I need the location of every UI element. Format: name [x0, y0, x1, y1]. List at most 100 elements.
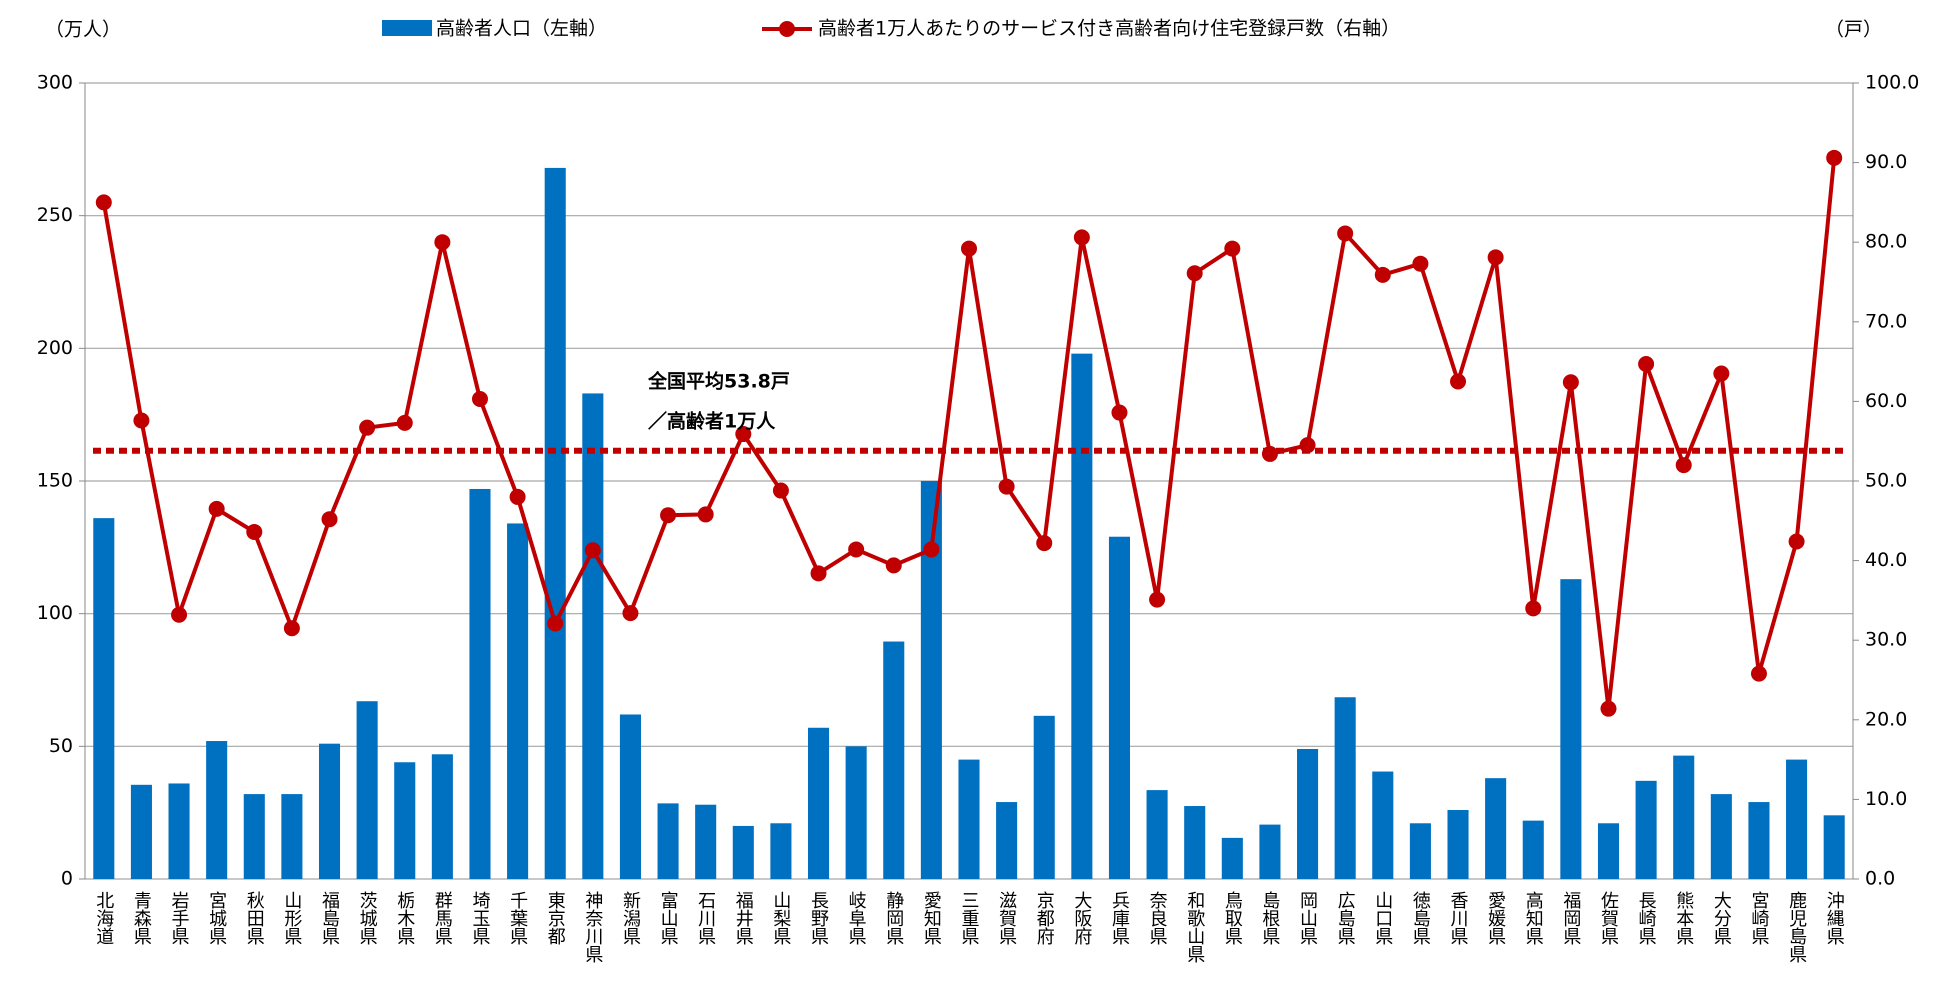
line-marker: [772, 482, 789, 499]
y2-tick-label: 70.0: [1865, 310, 1907, 332]
x-tick-label: 山口県: [1372, 891, 1393, 945]
x-tick-label: 岩手県: [169, 891, 190, 945]
y-axis-unit: （万人）: [45, 19, 121, 41]
x-tick-label: 長崎県: [1636, 891, 1657, 945]
bar: [1372, 771, 1394, 879]
line-marker: [1713, 365, 1730, 382]
line-marker: [95, 194, 112, 211]
bar: [695, 804, 717, 879]
legend-label: 高齢者1万人あたりのサービス付き高齢者向け住宅登録戸数（右軸）: [818, 18, 1400, 40]
bar: [168, 783, 190, 879]
bar: [845, 746, 867, 879]
line-marker: [923, 541, 940, 558]
line-marker: [547, 615, 564, 632]
bar: [1071, 353, 1093, 879]
legend-swatch: [382, 20, 432, 36]
line-marker: [998, 478, 1015, 495]
x-tick-label: 群馬県: [432, 891, 453, 945]
x-tick-label: 福岡県: [1560, 891, 1581, 945]
bar: [1522, 820, 1544, 879]
y2-tick-label: 50.0: [1865, 470, 1907, 492]
bar: [582, 393, 604, 879]
bar: [1334, 697, 1356, 879]
bar: [431, 754, 453, 879]
x-tick-label: 京都府: [1034, 891, 1055, 946]
y-tick-label: 250: [37, 204, 73, 226]
x-tick-label: 静岡県: [883, 891, 904, 945]
x-tick-label: 香川県: [1448, 891, 1469, 945]
line-marker: [1788, 533, 1805, 550]
bar: [1673, 755, 1695, 879]
x-tick-label: 埼玉県: [469, 891, 490, 945]
x-tick-label: 栃木県: [394, 891, 415, 945]
x-tick-label: 長野県: [808, 891, 829, 945]
line-marker: [1073, 229, 1090, 246]
x-tick-label: 鳥取県: [1222, 891, 1243, 945]
x-tick-label: 愛媛県: [1485, 891, 1506, 945]
line-marker: [848, 541, 865, 558]
x-tick-label: 神奈川県: [582, 891, 603, 963]
line-marker: [246, 523, 263, 540]
reference-label: 全国平均53.8戸: [647, 370, 790, 393]
y-tick-label: 150: [37, 470, 73, 492]
bar: [1259, 824, 1281, 879]
x-tick-label: 兵庫県: [1109, 891, 1130, 945]
y2-tick-label: 60.0: [1865, 390, 1907, 412]
x-tick-label: 富山県: [658, 891, 679, 945]
y2-tick-label: 10.0: [1865, 788, 1907, 810]
y2-tick-label: 40.0: [1865, 549, 1907, 571]
y2-tick-label: 30.0: [1865, 629, 1907, 651]
line-marker: [1675, 457, 1692, 474]
line-marker: [1111, 404, 1128, 421]
x-tick-label: 高知県: [1523, 891, 1544, 945]
x-tick-label: 島根県: [1259, 891, 1280, 945]
y-tick-label: 100: [37, 602, 73, 624]
x-tick-label: 熊本県: [1673, 891, 1694, 945]
bar: [1823, 815, 1845, 879]
x-tick-label: 滋賀県: [996, 891, 1017, 945]
bar: [920, 481, 942, 879]
bar: [1786, 759, 1808, 879]
x-tick-label: 徳島県: [1410, 891, 1431, 945]
bar: [1146, 790, 1168, 879]
line-marker: [622, 605, 639, 622]
line-marker: [359, 419, 376, 436]
x-tick-label: 秋田県: [244, 891, 265, 945]
x-tick-label: 鹿児島県: [1786, 891, 1807, 963]
line-marker: [1826, 149, 1843, 166]
line-marker: [1224, 240, 1241, 257]
y2-axis-unit: （戸）: [1825, 19, 1882, 41]
line-marker: [171, 606, 188, 623]
bar: [1221, 837, 1243, 879]
bar: [1748, 802, 1770, 879]
bar: [958, 759, 980, 879]
line-marker: [1450, 373, 1467, 390]
x-tick-label: 新潟県: [620, 891, 641, 945]
x-tick-label: 山梨県: [770, 891, 791, 945]
line-marker: [1487, 249, 1504, 266]
bar: [996, 802, 1018, 879]
line-marker: [471, 391, 488, 408]
bar: [243, 794, 265, 879]
line-marker: [509, 488, 526, 505]
x-tick-label: 宮崎県: [1748, 891, 1769, 945]
x-tick-label: 大分県: [1711, 891, 1732, 945]
bar: [206, 741, 228, 879]
line-marker: [1186, 265, 1203, 282]
x-tick-label: 千葉県: [507, 891, 528, 945]
x-tick-label: 茨城県: [357, 891, 378, 945]
legend-marker: [779, 21, 795, 37]
x-tick-label: 和歌山県: [1184, 891, 1205, 963]
line-marker: [1525, 600, 1542, 617]
x-tick-label: 石川県: [695, 891, 716, 945]
line-marker: [1337, 225, 1354, 242]
bar: [619, 714, 641, 879]
line-marker: [660, 507, 677, 524]
reference-label: ／高齢者1万人: [648, 410, 776, 433]
bar: [883, 641, 905, 879]
x-tick-label: 東京都: [545, 891, 566, 945]
bar: [657, 803, 679, 879]
bar: [281, 794, 303, 879]
bar: [544, 167, 566, 879]
